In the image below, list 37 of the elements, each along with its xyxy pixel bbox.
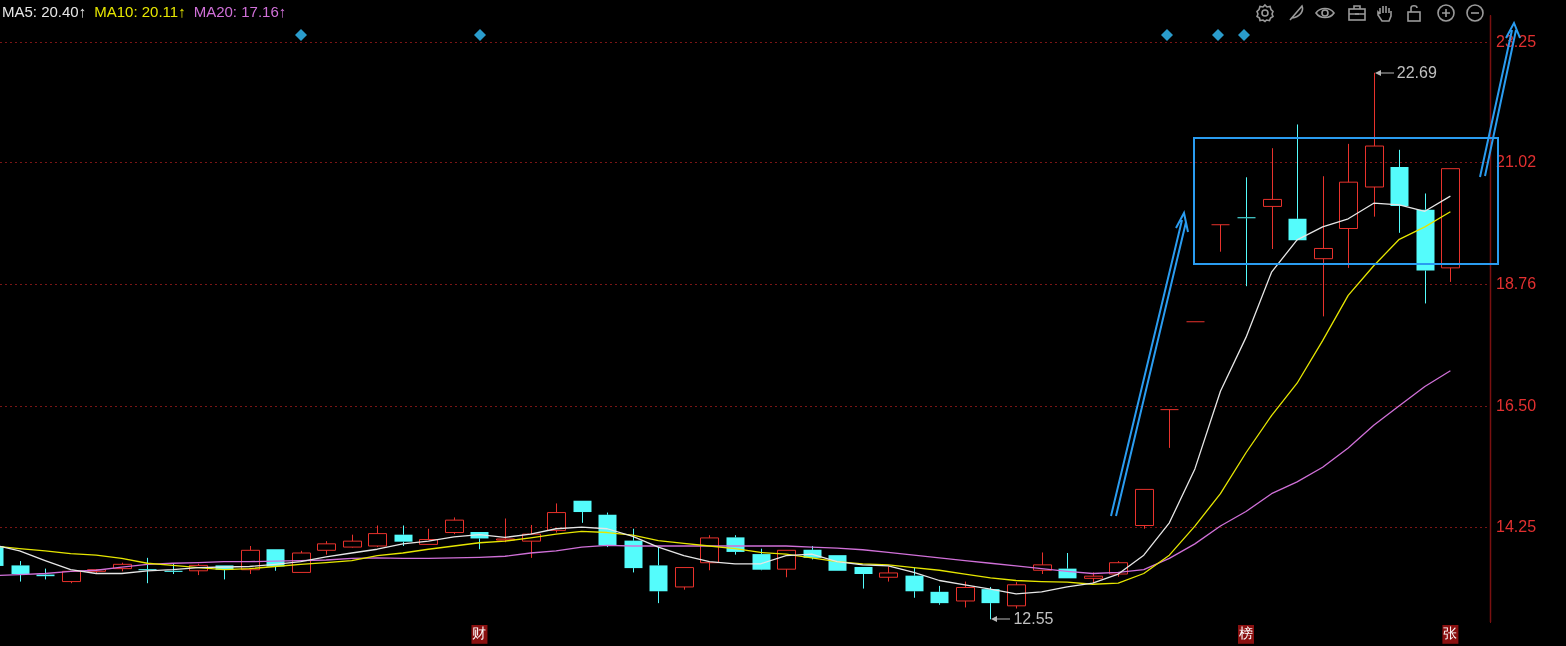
candlestick xyxy=(1033,551,1052,575)
candlestick xyxy=(1135,488,1154,530)
candlestick xyxy=(1288,123,1307,241)
candlestick xyxy=(700,534,719,571)
candlestick xyxy=(1263,147,1282,250)
candlestick xyxy=(649,546,668,604)
x-tick-label: 财 xyxy=(472,625,487,642)
candlestick xyxy=(1390,149,1409,234)
candlestick xyxy=(1441,168,1460,283)
candlestick xyxy=(547,502,566,534)
y-tick-label: 16.50 xyxy=(1496,396,1537,414)
candlestick xyxy=(1007,581,1026,610)
candlestick xyxy=(930,585,949,606)
y-tick-label: 14.25 xyxy=(1496,518,1537,536)
candlestick xyxy=(138,557,157,584)
candlestick xyxy=(394,525,413,547)
annotation: 22.69 xyxy=(1396,63,1437,82)
annotation: 12.55 xyxy=(1013,610,1054,629)
candlestick xyxy=(11,560,30,583)
x-tick-label: 张 xyxy=(1443,625,1458,642)
text: MA20: 17.16↑ xyxy=(193,3,287,20)
candlestick xyxy=(1160,409,1179,449)
candlestick xyxy=(522,524,541,559)
y-tick-label: 18.76 xyxy=(1496,274,1537,292)
text: MA5: 20.40↑ xyxy=(2,3,87,20)
candlestick xyxy=(573,500,592,524)
text: MA10: 20.11↑ xyxy=(94,3,186,20)
candlestick xyxy=(496,518,515,543)
candlestick xyxy=(1416,192,1435,304)
candlestick xyxy=(1314,175,1333,317)
candlestick xyxy=(905,567,924,599)
candlestick xyxy=(1237,176,1256,287)
x-tick-label: 榜 xyxy=(1238,625,1253,642)
candlestick xyxy=(1211,224,1230,253)
candlestick xyxy=(419,528,438,545)
candlestick xyxy=(1339,143,1358,269)
candlestick xyxy=(854,567,873,590)
